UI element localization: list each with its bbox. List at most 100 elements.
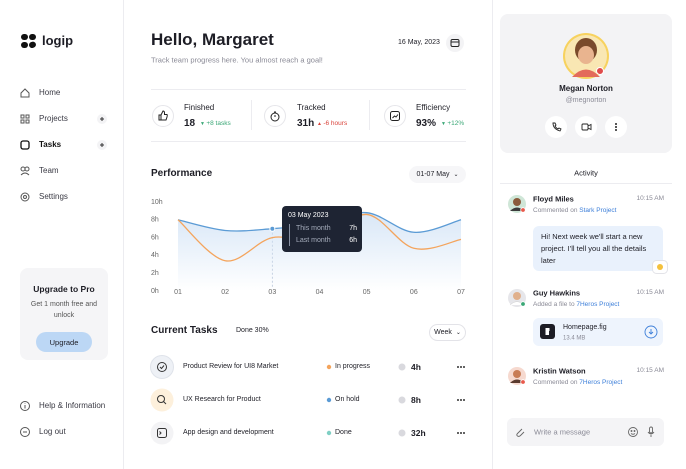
project-link[interactable]: 7Heros Project	[576, 301, 620, 309]
decoration	[630, 430, 633, 432]
activity-title: Activity	[574, 168, 598, 178]
reaction[interactable]	[652, 260, 668, 274]
upgrade-text: Get 1 month free and unlock	[30, 301, 98, 319]
decoration	[20, 427, 30, 437]
decoration	[633, 430, 636, 432]
decoration	[21, 42, 28, 48]
divider	[500, 183, 672, 184]
task-status: In progress	[335, 362, 371, 370]
decoration	[159, 365, 165, 370]
y-tick-label: 2h	[151, 270, 159, 277]
week-select[interactable]: Week ⌄	[429, 324, 466, 341]
profile-graphics	[545, 33, 627, 138]
y-tick-label: 6h	[151, 234, 159, 241]
decoration	[29, 41, 36, 48]
decoration	[23, 195, 27, 199]
decoration	[163, 401, 167, 405]
decoration	[450, 39, 460, 47]
chevron: ⌄	[453, 172, 459, 178]
decoration	[20, 119, 25, 124]
brand[interactable]: logip	[42, 33, 74, 49]
stat-value: 18	[184, 118, 196, 129]
task-name[interactable]: App design and development	[183, 428, 274, 436]
section-title: Current Tasks	[151, 325, 218, 336]
panel-divider	[492, 0, 493, 469]
divider	[151, 141, 466, 142]
y-tick-label: 8h	[151, 217, 159, 224]
task-name[interactable]: UX Research for Product	[183, 395, 261, 403]
decoration	[657, 264, 663, 270]
logo-icon	[21, 34, 36, 48]
range-select[interactable]: 01-07 May ⌄	[409, 166, 466, 183]
decoration	[326, 397, 332, 403]
decoration	[398, 396, 406, 404]
nav-item[interactable]: Projects	[39, 114, 68, 124]
decoration	[150, 421, 174, 445]
task-icons	[150, 355, 465, 445]
tooltip-label: This month	[296, 224, 331, 232]
footer-link[interactable]: Log out	[39, 427, 66, 437]
range-text: 01-07 May	[416, 171, 450, 178]
stat-change: ▼ +8 tasks	[200, 120, 231, 128]
decoration	[392, 114, 399, 119]
arrow: ▲	[317, 121, 324, 128]
decoration	[463, 399, 465, 401]
nav-item[interactable]: Team	[39, 166, 59, 176]
activity-avatars	[508, 195, 526, 385]
activity-action: Commented on	[533, 207, 578, 215]
upgrade-button[interactable]: Upgrade	[36, 332, 92, 352]
nav-item-active[interactable]: Tasks	[39, 140, 62, 150]
calendar-button[interactable]	[446, 34, 464, 52]
task-name[interactable]: Product Review for UI8 Market	[183, 362, 279, 370]
profile-actions[interactable]	[545, 116, 627, 138]
sidebar-divider	[123, 0, 124, 469]
footer-link[interactable]: Help & Information	[39, 401, 106, 411]
decoration	[615, 126, 617, 128]
decoration	[615, 123, 617, 131]
file-size: 13.4 MB	[563, 335, 586, 342]
file-name: Homepage.fig	[563, 323, 607, 331]
x-tick-label: 06	[410, 289, 418, 296]
decoration	[463, 432, 465, 434]
task-status: Done	[335, 428, 352, 436]
decoration	[457, 366, 465, 434]
decoration	[649, 426, 653, 434]
activity-action: Added a file to	[533, 301, 575, 309]
decoration	[513, 292, 521, 300]
nav-item[interactable]: Home	[39, 88, 61, 98]
activity-name: Guy Hawkins	[533, 288, 581, 298]
x-tick-label: 03	[268, 289, 276, 296]
decoration	[326, 364, 332, 370]
decoration	[20, 172, 30, 176]
decoration	[460, 399, 462, 401]
subtitle: Track team progress here. You almost rea…	[151, 55, 323, 65]
stat-value: 93%	[416, 118, 437, 129]
decoration	[460, 366, 462, 368]
decoration	[552, 122, 562, 132]
decoration	[390, 111, 400, 121]
tasks-done: Done 30%	[236, 326, 269, 334]
x-tick-label: 05	[363, 289, 371, 296]
decoration	[25, 114, 30, 119]
message-text: Hi! Next week we'll start a new project.…	[541, 232, 647, 265]
x-tick-label: 04	[316, 289, 324, 296]
decoration	[578, 46, 594, 64]
decoration	[159, 431, 162, 435]
tooltip-date: 03 May 2023	[288, 211, 329, 219]
task-time: 32h	[411, 427, 426, 438]
input-icons[interactable]	[514, 426, 660, 438]
nav-add-icons[interactable]	[97, 114, 107, 150]
decoration	[20, 140, 30, 150]
stat-change: ▼ +12%	[441, 120, 464, 128]
decoration	[158, 110, 168, 121]
decoration	[398, 363, 406, 371]
decoration	[581, 123, 589, 131]
project-link[interactable]: 7Heros Project	[579, 379, 623, 387]
task-status: On hold	[335, 395, 360, 403]
nav-item[interactable]: Settings	[39, 192, 68, 202]
project-link[interactable]: Stark Project	[579, 207, 617, 215]
greeting: Hello, Margaret	[151, 29, 274, 49]
activity-name: Kristin Watson	[533, 366, 586, 376]
